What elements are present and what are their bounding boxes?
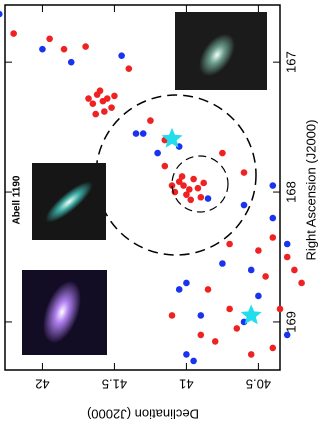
point <box>175 178 183 185</box>
y-tick-label: 167 <box>283 51 298 73</box>
point <box>200 179 207 187</box>
point <box>180 182 187 189</box>
point <box>197 312 205 319</box>
point <box>132 130 140 137</box>
point <box>269 234 277 241</box>
point <box>194 184 202 192</box>
point <box>183 191 190 198</box>
point <box>204 286 212 293</box>
point <box>269 182 277 189</box>
y-axis-label: Right Ascension (J2000) <box>303 120 318 261</box>
point <box>67 58 75 66</box>
point <box>269 214 277 222</box>
point <box>147 117 154 124</box>
plot-frame <box>4 4 281 371</box>
point <box>255 292 262 300</box>
point <box>204 195 212 202</box>
point <box>96 87 104 95</box>
point <box>139 130 147 137</box>
points <box>0 10 305 365</box>
point <box>190 357 197 365</box>
point <box>247 351 255 358</box>
annotation: Abell 1190 <box>12 175 23 224</box>
point <box>197 193 205 201</box>
point <box>219 260 226 267</box>
point <box>197 331 205 339</box>
point <box>226 240 233 248</box>
star-marker <box>161 127 183 148</box>
point <box>46 35 53 43</box>
x-tick-label: 41.5 <box>102 377 127 392</box>
point <box>0 10 3 18</box>
point <box>291 266 298 274</box>
point <box>211 338 219 345</box>
point <box>240 201 248 209</box>
y-tick-label: 169 <box>283 311 298 333</box>
point <box>226 305 233 313</box>
point <box>111 92 118 100</box>
point <box>103 95 111 102</box>
point <box>39 45 46 53</box>
inset-3 <box>22 270 107 355</box>
point <box>269 344 277 352</box>
x-tick-label: 41 <box>179 377 193 392</box>
point <box>85 95 92 102</box>
point <box>82 43 89 50</box>
y-tick-label: 168 <box>283 181 298 203</box>
point <box>255 247 262 254</box>
point <box>125 65 133 72</box>
inset-2 <box>32 163 106 240</box>
point <box>108 104 115 111</box>
point <box>233 325 241 332</box>
x-axis-label: Declination (J2000) <box>87 407 199 422</box>
point <box>276 305 284 313</box>
point <box>154 149 161 157</box>
outer-circle <box>95 94 257 256</box>
inset-1 <box>175 12 267 90</box>
point <box>190 175 197 183</box>
point <box>60 45 68 53</box>
point <box>178 173 186 180</box>
point <box>185 186 193 193</box>
point <box>168 182 176 189</box>
point <box>175 286 183 293</box>
point <box>283 331 291 339</box>
point <box>247 266 255 274</box>
point <box>118 52 125 59</box>
point <box>183 279 190 287</box>
point <box>187 196 195 204</box>
point <box>283 253 291 261</box>
point <box>168 312 176 319</box>
point <box>283 240 291 248</box>
point <box>101 108 108 115</box>
x-tick-label: 40.5 <box>246 377 271 392</box>
star-marker <box>240 304 262 325</box>
point <box>219 149 226 157</box>
point <box>161 162 169 170</box>
inner-circle <box>171 155 229 213</box>
point <box>262 273 269 280</box>
point <box>89 100 97 108</box>
point <box>240 169 248 176</box>
point <box>10 30 17 37</box>
point <box>298 279 305 287</box>
x-tick-label: 42 <box>35 377 49 392</box>
point <box>183 351 190 358</box>
point <box>92 110 100 118</box>
